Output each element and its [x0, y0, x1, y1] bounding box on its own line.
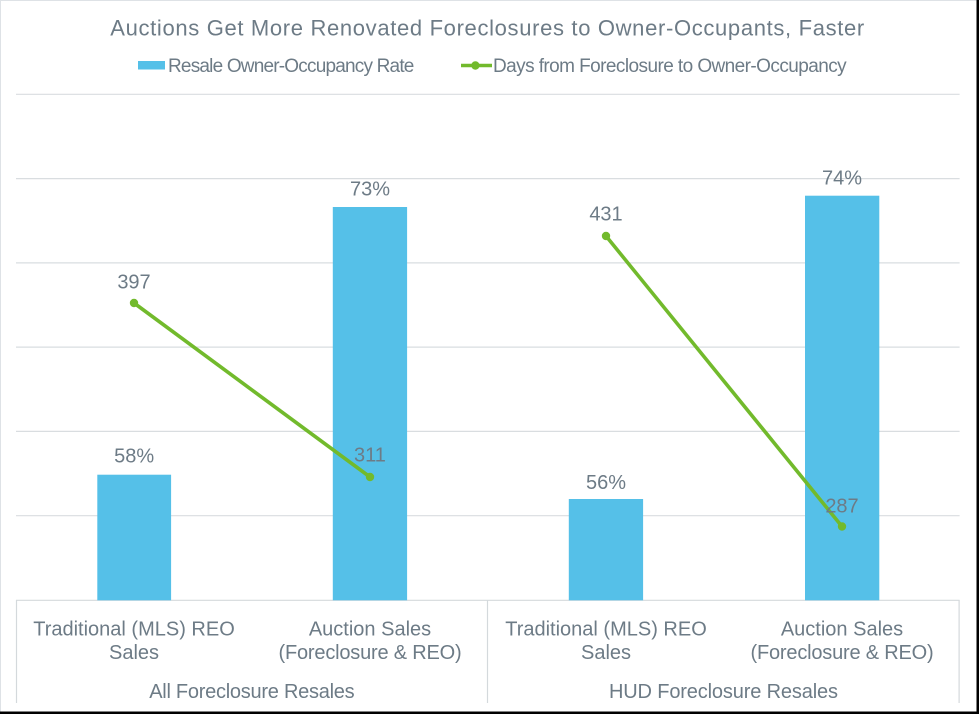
- svg-text:311: 311: [354, 445, 386, 467]
- svg-text:73%: 73%: [350, 178, 390, 200]
- svg-text:431: 431: [589, 204, 622, 226]
- svg-text:All Foreclosure Resales: All Foreclosure Resales: [149, 681, 354, 703]
- svg-text:Days from Foreclosure to Owner: Days from Foreclosure to Owner-Occupancy: [493, 56, 847, 77]
- svg-text:(Foreclosure & REO): (Foreclosure & REO): [751, 642, 934, 664]
- svg-text:Auction Sales: Auction Sales: [309, 619, 431, 641]
- svg-text:Sales: Sales: [581, 642, 631, 664]
- svg-text:Auctions Get More Renovated Fo: Auctions Get More Renovated Foreclosures…: [110, 15, 865, 40]
- svg-text:HUD Foreclosure Resales: HUD Foreclosure Resales: [609, 681, 838, 703]
- svg-text:58%: 58%: [114, 446, 154, 468]
- svg-text:287: 287: [825, 495, 858, 517]
- svg-text:Sales: Sales: [109, 642, 159, 664]
- svg-text:397: 397: [117, 271, 150, 293]
- svg-text:Resale Owner-Occupancy Rate: Resale Owner-Occupancy Rate: [168, 56, 414, 77]
- svg-text:Auction Sales: Auction Sales: [781, 619, 903, 641]
- svg-text:74%: 74%: [822, 168, 862, 190]
- svg-text:Traditional (MLS) REO: Traditional (MLS) REO: [505, 619, 707, 641]
- svg-text:Traditional (MLS) REO: Traditional (MLS) REO: [33, 619, 235, 641]
- svg-text:(Foreclosure & REO): (Foreclosure & REO): [279, 642, 462, 664]
- svg-text:56%: 56%: [586, 472, 626, 494]
